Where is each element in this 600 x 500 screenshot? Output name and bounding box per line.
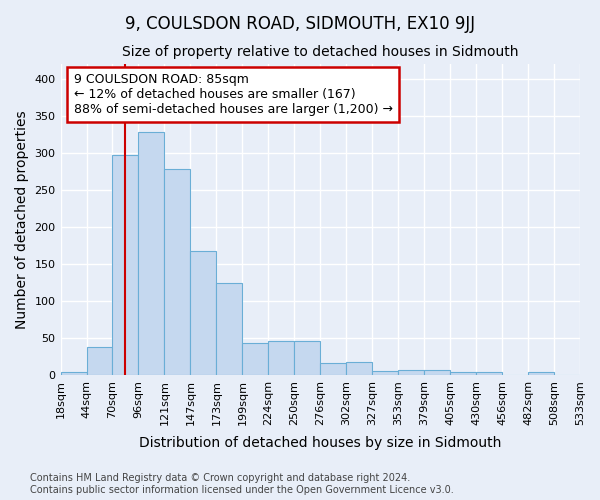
Bar (190, 252, 217, 375)
Bar (424, 370, 450, 375)
Bar (268, 341, 294, 375)
Bar (372, 371, 398, 375)
Bar (476, 372, 502, 375)
Bar (294, 341, 320, 375)
Text: Contains HM Land Registry data © Crown copyright and database right 2024.
Contai: Contains HM Land Registry data © Crown c… (30, 474, 454, 495)
Bar (61, 372, 86, 375)
Text: 9, COULSDON ROAD, SIDMOUTH, EX10 9JJ: 9, COULSDON ROAD, SIDMOUTH, EX10 9JJ (125, 15, 475, 33)
Title: Size of property relative to detached houses in Sidmouth: Size of property relative to detached ho… (122, 45, 518, 59)
Bar (86, 347, 112, 375)
Text: 9 COULSDON ROAD: 85sqm
← 12% of detached houses are smaller (167)
88% of semi-de: 9 COULSDON ROAD: 85sqm ← 12% of detached… (74, 73, 392, 116)
Bar (450, 372, 476, 375)
Bar (242, 343, 268, 375)
Bar (112, 154, 139, 375)
Bar (528, 372, 554, 375)
Y-axis label: Number of detached properties: Number of detached properties (15, 110, 29, 329)
Bar (398, 370, 424, 375)
Bar (164, 170, 190, 375)
Bar (320, 363, 346, 375)
Bar (139, 132, 164, 375)
X-axis label: Distribution of detached houses by size in Sidmouth: Distribution of detached houses by size … (139, 436, 502, 450)
Bar (346, 362, 372, 375)
Bar (217, 283, 242, 375)
